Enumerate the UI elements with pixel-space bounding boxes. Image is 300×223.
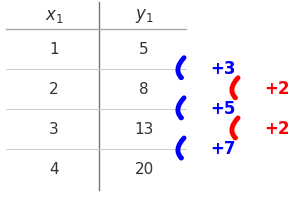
Text: +2: +2	[264, 80, 290, 98]
FancyArrowPatch shape	[178, 58, 184, 78]
Text: 4: 4	[49, 162, 59, 177]
FancyArrowPatch shape	[178, 138, 184, 158]
Text: 5: 5	[139, 41, 149, 57]
Text: $x_1$: $x_1$	[45, 7, 63, 25]
Text: +7: +7	[210, 140, 236, 158]
Text: 3: 3	[49, 122, 59, 137]
Text: +2: +2	[264, 120, 290, 138]
Text: 8: 8	[139, 82, 149, 97]
Text: +3: +3	[210, 60, 236, 78]
Text: $y_1$: $y_1$	[135, 7, 153, 25]
Text: 2: 2	[49, 82, 59, 97]
Text: 13: 13	[134, 122, 154, 137]
FancyArrowPatch shape	[232, 78, 238, 98]
Text: +5: +5	[210, 100, 236, 118]
Text: 1: 1	[49, 41, 59, 57]
Text: 20: 20	[134, 162, 154, 177]
FancyArrowPatch shape	[178, 98, 184, 118]
FancyArrowPatch shape	[232, 118, 238, 138]
